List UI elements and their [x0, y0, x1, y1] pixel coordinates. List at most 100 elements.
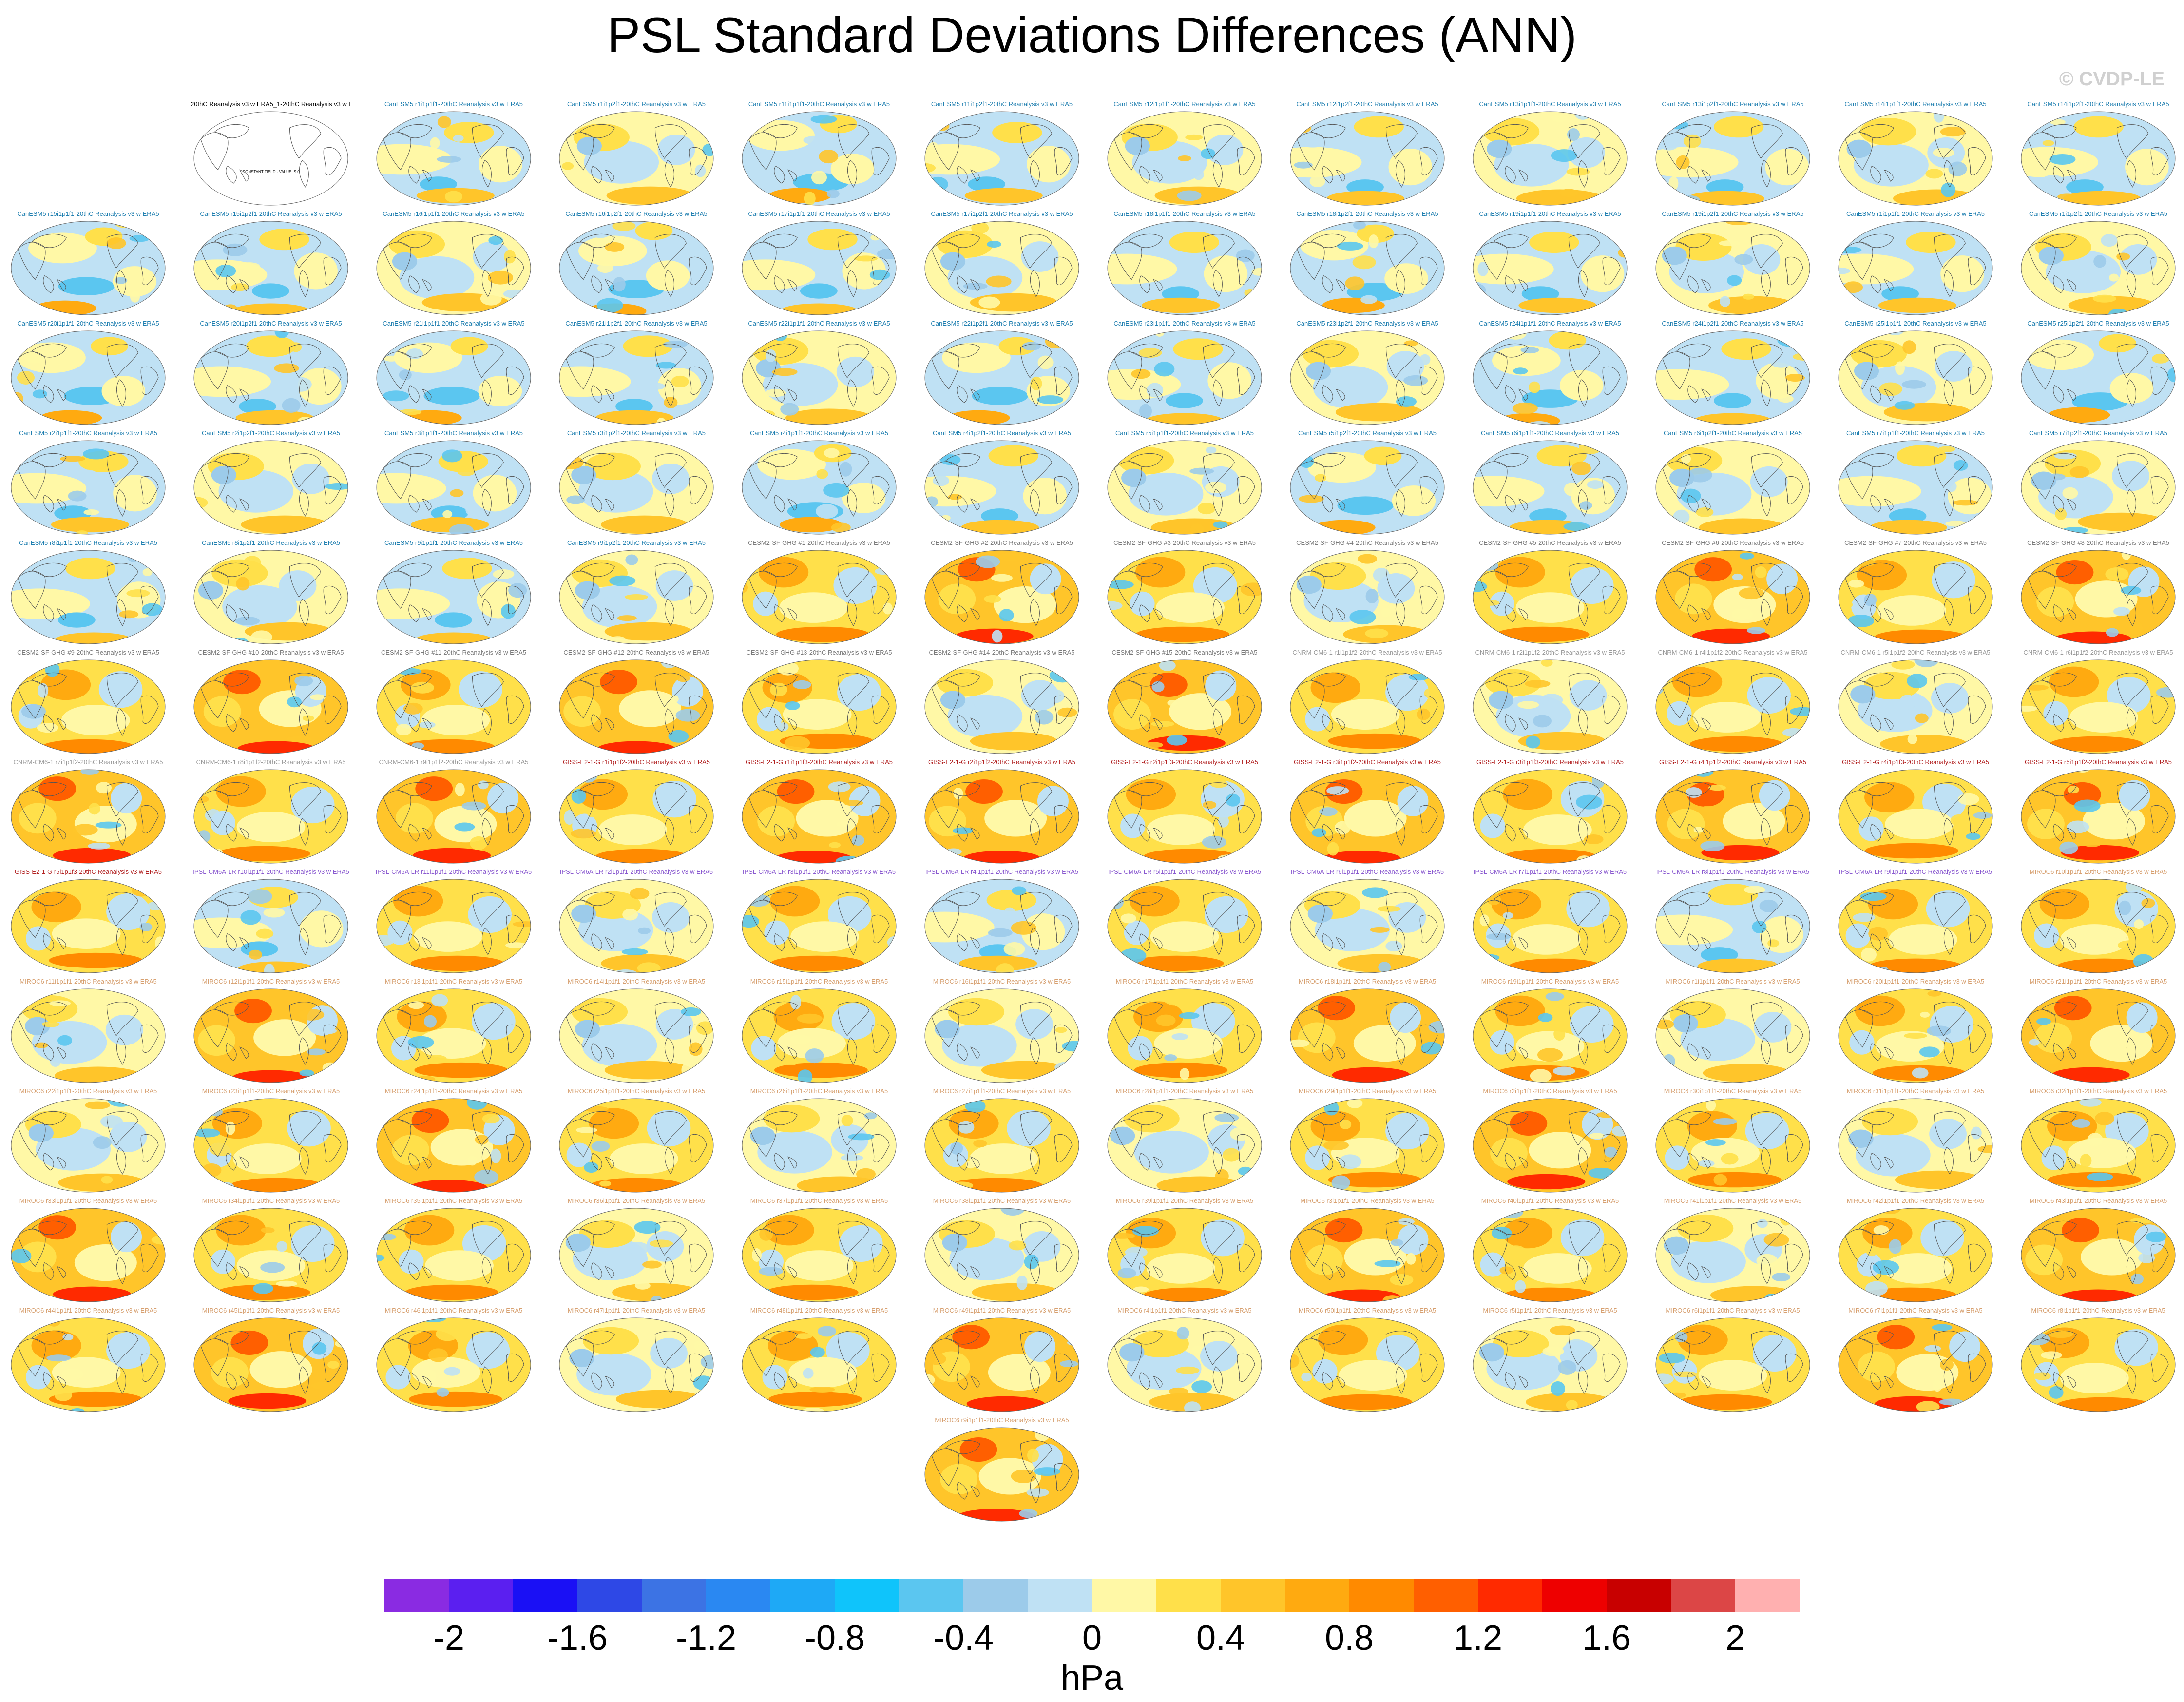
map-panel: CESM2-SF-GHG #12-20thC Reanalysis v3 w E…: [556, 648, 717, 756]
map-anomaly-region: [1110, 1126, 1135, 1145]
map-globe: [742, 111, 897, 206]
panel-title: CESM2-SF-GHG #2-20thC Reanalysis v3 w ER…: [931, 539, 1073, 546]
map-anomaly-region: [925, 1318, 945, 1325]
coastline: [604, 827, 614, 840]
map-anomaly-region: [1739, 587, 1764, 600]
map-anomaly-region: [1296, 575, 1322, 594]
map-anomaly-region: [470, 836, 488, 850]
map-anomaly-region: [1030, 376, 1042, 390]
map-anomaly-region: [2036, 1018, 2051, 1025]
coastline: [18, 461, 46, 500]
map-anomaly-region: [1719, 240, 1741, 247]
map-anomaly-region: [1164, 1054, 1177, 1062]
coastline: [1212, 160, 1223, 188]
globe-outline: [193, 550, 348, 644]
map-globe: [11, 988, 166, 1083]
globe-outline: [193, 440, 348, 535]
coastline: [1385, 782, 1418, 817]
map-anomaly-region: [1128, 1036, 1153, 1061]
coastline: [1883, 717, 1894, 730]
map-anomaly-region: [465, 503, 477, 516]
globe-outline: [559, 879, 714, 973]
map-globe: [11, 550, 166, 644]
map-anomaly-region: [1726, 221, 1752, 225]
coastline: [654, 892, 687, 927]
map-anomaly-region: [563, 850, 585, 860]
coastline: [1020, 892, 1052, 927]
globe-outline: [924, 879, 1079, 973]
map-globe: [193, 659, 348, 754]
globe-outline: [924, 1208, 1079, 1302]
coastline: [566, 900, 594, 938]
map-anomaly-region: [113, 475, 157, 512]
coastline: [957, 1482, 968, 1500]
map-anomaly-region: [2146, 1231, 2166, 1242]
coastline: [748, 351, 777, 390]
map-anomaly-region: [940, 691, 966, 710]
coastline: [1870, 1372, 1881, 1390]
coastline: [1479, 1009, 1508, 1048]
map-globe: [1838, 1098, 1993, 1193]
coastline: [1701, 717, 1711, 730]
coastline: [748, 571, 777, 609]
map-anomaly-region: [1599, 848, 1616, 863]
map-anomaly-region: [268, 1208, 286, 1212]
map-anomaly-region: [744, 1213, 761, 1222]
globe-outline: [924, 1427, 1079, 1522]
coastline: [299, 1257, 309, 1284]
coastline: [214, 453, 249, 467]
map-anomaly-region: [37, 723, 58, 733]
coastline: [116, 708, 126, 736]
coastline: [408, 1153, 420, 1171]
map-anomaly-region: [938, 583, 976, 615]
map-anomaly-region: [41, 739, 135, 754]
coastline: [1687, 1262, 1699, 1280]
panel-title: MIROC6 r33i1p1f1-20thC Reanalysis v3 w E…: [19, 1197, 157, 1204]
coastline: [1493, 563, 1529, 577]
map-anomaly-region: [1743, 886, 1765, 894]
coastline: [1934, 782, 1966, 817]
map-panel: CNRM-CM6-1 r5i1p1f2-20thC Reanalysis v3 …: [1835, 648, 1996, 756]
map-anomaly-region: [496, 310, 515, 315]
map-anomaly-region: [1131, 369, 1151, 379]
map-field: [194, 112, 348, 205]
coastline: [289, 124, 321, 159]
map-anomaly-region: [276, 1280, 297, 1287]
coastline: [1568, 782, 1600, 817]
map-anomaly-region: [577, 779, 628, 810]
map-anomaly-region: [517, 1215, 531, 1227]
colorbar-tick-label: 0.4: [1196, 1619, 1245, 1658]
coastline: [2041, 234, 2077, 248]
map-anomaly-region: [998, 553, 1024, 561]
map-panel: CanESM5 r25i1p1f1-20thC Reanalysis v3 w …: [1835, 319, 1996, 427]
map-anomaly-region: [1146, 1253, 1215, 1284]
coastline: [837, 1002, 869, 1036]
globe-outline: [11, 1208, 166, 1302]
coastline: [2041, 1221, 2077, 1235]
coastline: [1310, 1331, 1346, 1345]
coastline: [383, 1338, 411, 1377]
map-anomaly-region: [211, 465, 236, 484]
map-panel: CanESM5 r12i1p2f1-20thC Reanalysis v3 w …: [1287, 100, 1448, 208]
map-panel: GISS-E2-1-G r5i1p1f3-20thC Reanalysis v3…: [8, 868, 169, 976]
map-anomaly-region: [1589, 1133, 1605, 1139]
coastline: [1212, 708, 1223, 736]
coastline: [140, 1353, 159, 1382]
map-panel: CanESM5 r15i1p1f1-20thC Reanalysis v3 w …: [8, 210, 169, 318]
map-anomaly-region: [1004, 907, 1015, 916]
map-anomaly-region: [742, 259, 816, 290]
coastline: [1385, 892, 1418, 927]
coastline: [1934, 1002, 1966, 1036]
map-anomaly-region: [1666, 446, 1723, 475]
map-panel: MIROC6 r5i1p1f1-20thC Reanalysis v3 w ER…: [1470, 1306, 1630, 1414]
coastline: [200, 1338, 229, 1377]
map-anomaly-region: [198, 581, 224, 600]
map-globe: [1107, 330, 1262, 425]
map-anomaly-region: [969, 1143, 1038, 1174]
map-anomaly-region: [596, 298, 623, 313]
map-anomaly-region: [1612, 1125, 1627, 1137]
globe-outline: [1107, 330, 1262, 425]
map-anomaly-region: [2062, 1218, 2099, 1243]
globe-outline: [11, 330, 166, 425]
coastline: [408, 824, 420, 842]
